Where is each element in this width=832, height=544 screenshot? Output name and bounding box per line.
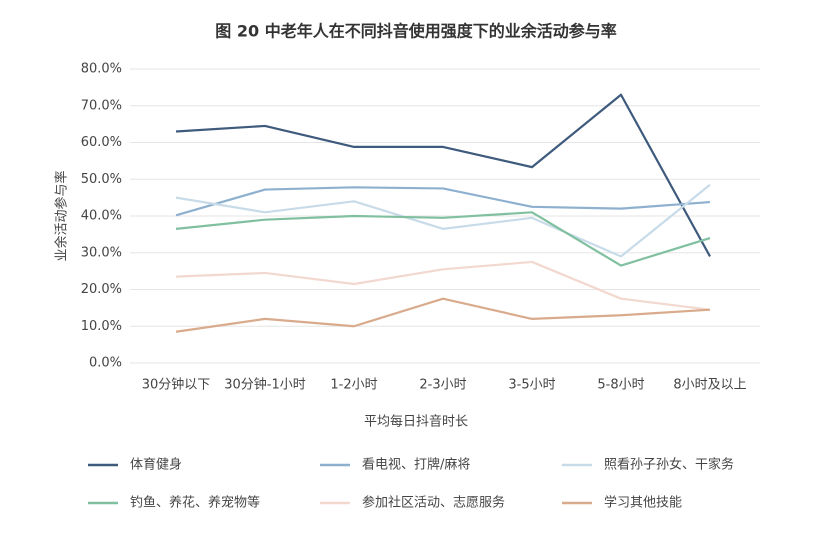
x-tick-label: 5-8小时 bbox=[597, 378, 644, 393]
series-line bbox=[175, 211, 711, 267]
y-tick-label: 60.0% bbox=[81, 135, 122, 150]
legend-label: 学习其他技能 bbox=[604, 495, 682, 511]
y-tick-label: 10.0% bbox=[81, 319, 122, 334]
series-line bbox=[175, 260, 711, 311]
y-tick-label: 20.0% bbox=[81, 282, 122, 297]
legend-label: 照看孙子孙女、干家务 bbox=[604, 457, 734, 473]
legend-label: 参加社区活动、志愿服务 bbox=[362, 495, 505, 511]
legend-label: 看电视、打牌/麻将 bbox=[362, 457, 470, 473]
y-tick-label: 80.0% bbox=[81, 62, 122, 77]
y-axis-title: 业余活动参与率 bbox=[54, 170, 70, 261]
y-tick-label: 0.0% bbox=[89, 356, 122, 371]
y-tick-label: 70.0% bbox=[81, 98, 122, 113]
series-line bbox=[175, 297, 711, 333]
y-tick-label: 30.0% bbox=[81, 245, 122, 260]
y-tick-label: 40.0% bbox=[81, 209, 122, 224]
legend-label: 体育健身 bbox=[130, 457, 182, 473]
x-axis-title: 平均每日抖音时长 bbox=[364, 414, 468, 430]
series-line bbox=[175, 183, 711, 258]
x-tick-label: 1-2小时 bbox=[330, 378, 377, 393]
x-tick-label: 3-5小时 bbox=[508, 378, 555, 393]
y-tick-label: 50.0% bbox=[81, 172, 122, 187]
x-tick-label: 30分钟-1小时 bbox=[224, 377, 306, 393]
x-tick-label: 8小时及以上 bbox=[673, 378, 746, 393]
series-line bbox=[175, 93, 711, 257]
legend-label: 钓鱼、养花、养宠物等 bbox=[130, 495, 260, 511]
x-tick-label: 30分钟以下 bbox=[142, 377, 211, 393]
chart-title: 图 20 中老年人在不同抖音使用强度下的业余活动参与率 bbox=[215, 22, 616, 41]
series-line bbox=[175, 186, 711, 217]
x-tick-label: 2-3小时 bbox=[419, 378, 466, 393]
